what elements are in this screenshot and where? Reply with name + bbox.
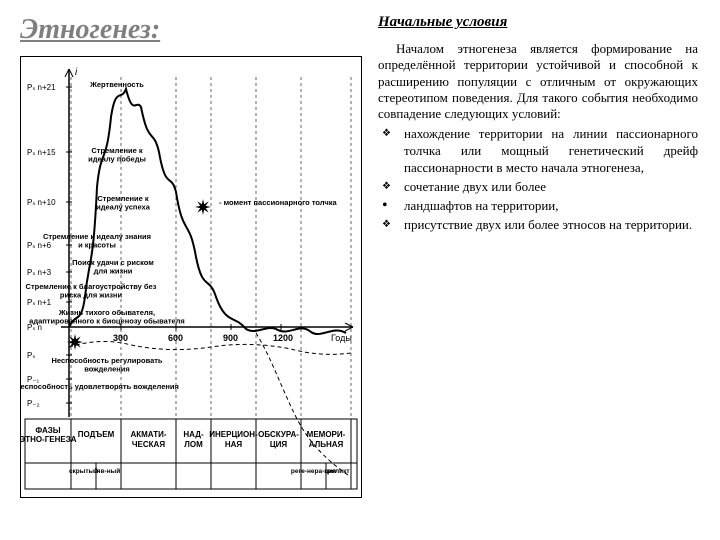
svg-text:реликт: реликт <box>327 468 349 475</box>
svg-text:ФАЗЫ: ФАЗЫ <box>35 426 60 435</box>
svg-text:Pₛ n+21: Pₛ n+21 <box>27 83 56 92</box>
svg-text:идеалу победы: идеалу победы <box>88 155 146 164</box>
svg-text:P₋₂: P₋₂ <box>27 399 40 408</box>
svg-text:и красоты: и красоты <box>78 241 116 250</box>
slide-page: Этногенез: i Годы Pₛ n+21 Pₛ n+15 Pₛ n+10 Pₛ … <box>0 0 720 540</box>
svg-text:Pₛ: Pₛ <box>27 351 35 360</box>
svg-text:Pₛ n+6: Pₛ n+6 <box>27 241 52 250</box>
svg-text:600: 600 <box>168 333 183 343</box>
svg-text:АЛЬНАЯ: АЛЬНАЯ <box>309 440 344 449</box>
svg-text:900: 900 <box>223 333 238 343</box>
svg-text:вожделения: вожделения <box>84 365 130 374</box>
svg-text:идеалу успеха: идеалу успеха <box>96 203 151 212</box>
svg-text:Pₛ n+1: Pₛ n+1 <box>27 298 52 307</box>
svg-text:ПОДЪЕМ: ПОДЪЕМ <box>78 430 115 439</box>
svg-text:ИНЕРЦИОН-: ИНЕРЦИОН- <box>209 430 258 439</box>
subtitle: Начальные условия <box>378 14 698 31</box>
svg-text:для жизни: для жизни <box>94 267 133 276</box>
svg-text:адаптированного к биоценозу об: адаптированного к биоценозу обывателя <box>29 317 185 326</box>
right-column: Начальные условия Началом этногенеза явл… <box>370 0 720 540</box>
svg-text:риска для жизни: риска для жизни <box>60 291 123 300</box>
svg-text:ЧЕСКАЯ: ЧЕСКАЯ <box>132 440 165 449</box>
slide-title: Этногенез: <box>20 14 364 46</box>
bullet-item: сочетание двух или более <box>392 179 698 196</box>
svg-text:Pₛ n+10: Pₛ n+10 <box>27 198 56 207</box>
svg-text:Жертвенность: Жертвенность <box>89 80 144 89</box>
diagram-svg: i Годы Pₛ n+21 Pₛ n+15 Pₛ n+10 Pₛ n+6 Pₛ n+3 Pₛ… <box>21 57 361 497</box>
svg-text:Pₛ n+15: Pₛ n+15 <box>27 148 56 157</box>
svg-text:Годы: Годы <box>331 333 352 343</box>
svg-text:ЛОМ: ЛОМ <box>184 440 203 449</box>
svg-text:- момент пассионарного толчка: - момент пассионарного толчка <box>219 198 337 207</box>
svg-text:МЕМОРИ-: МЕМОРИ- <box>307 430 346 439</box>
svg-text:ЦИЯ: ЦИЯ <box>270 440 288 449</box>
svg-text:ЭТНО-ГЕНЕЗА: ЭТНО-ГЕНЕЗА <box>21 435 77 444</box>
svg-text:НАЯ: НАЯ <box>225 440 243 449</box>
svg-text:скрытый: скрытый <box>69 467 98 475</box>
svg-text:300: 300 <box>113 333 128 343</box>
svg-text:Pₛ n+3: Pₛ n+3 <box>27 268 52 277</box>
svg-text:НАД-: НАД- <box>183 430 204 439</box>
svg-text:i: i <box>75 67 78 78</box>
svg-text:яв-ный: яв-ный <box>97 467 120 475</box>
svg-text:АКМАТИ-: АКМАТИ- <box>130 430 166 439</box>
bullet-item: присутствие двух или более этносов на те… <box>392 217 698 234</box>
svg-text:1200: 1200 <box>273 333 293 343</box>
svg-text:Неспособность удовлетворять во: Неспособность удовлетворять вожделения <box>21 382 179 391</box>
ethnogenesis-diagram: i Годы Pₛ n+21 Pₛ n+15 Pₛ n+10 Pₛ n+6 Pₛ n+3 Pₛ… <box>20 56 362 498</box>
bullet-list: нахождение территории на линии пассионар… <box>378 126 698 233</box>
bullet-item: нахождение территории на линии пассионар… <box>392 126 698 177</box>
bullet-item: ландшафтов на территории, <box>392 198 698 215</box>
svg-text:ОБСКУРА-: ОБСКУРА- <box>258 430 299 439</box>
intro-paragraph: Началом этногенеза является формирование… <box>378 41 698 122</box>
left-column: Этногенез: i Годы Pₛ n+21 Pₛ n+15 Pₛ n+10 Pₛ … <box>0 0 370 540</box>
